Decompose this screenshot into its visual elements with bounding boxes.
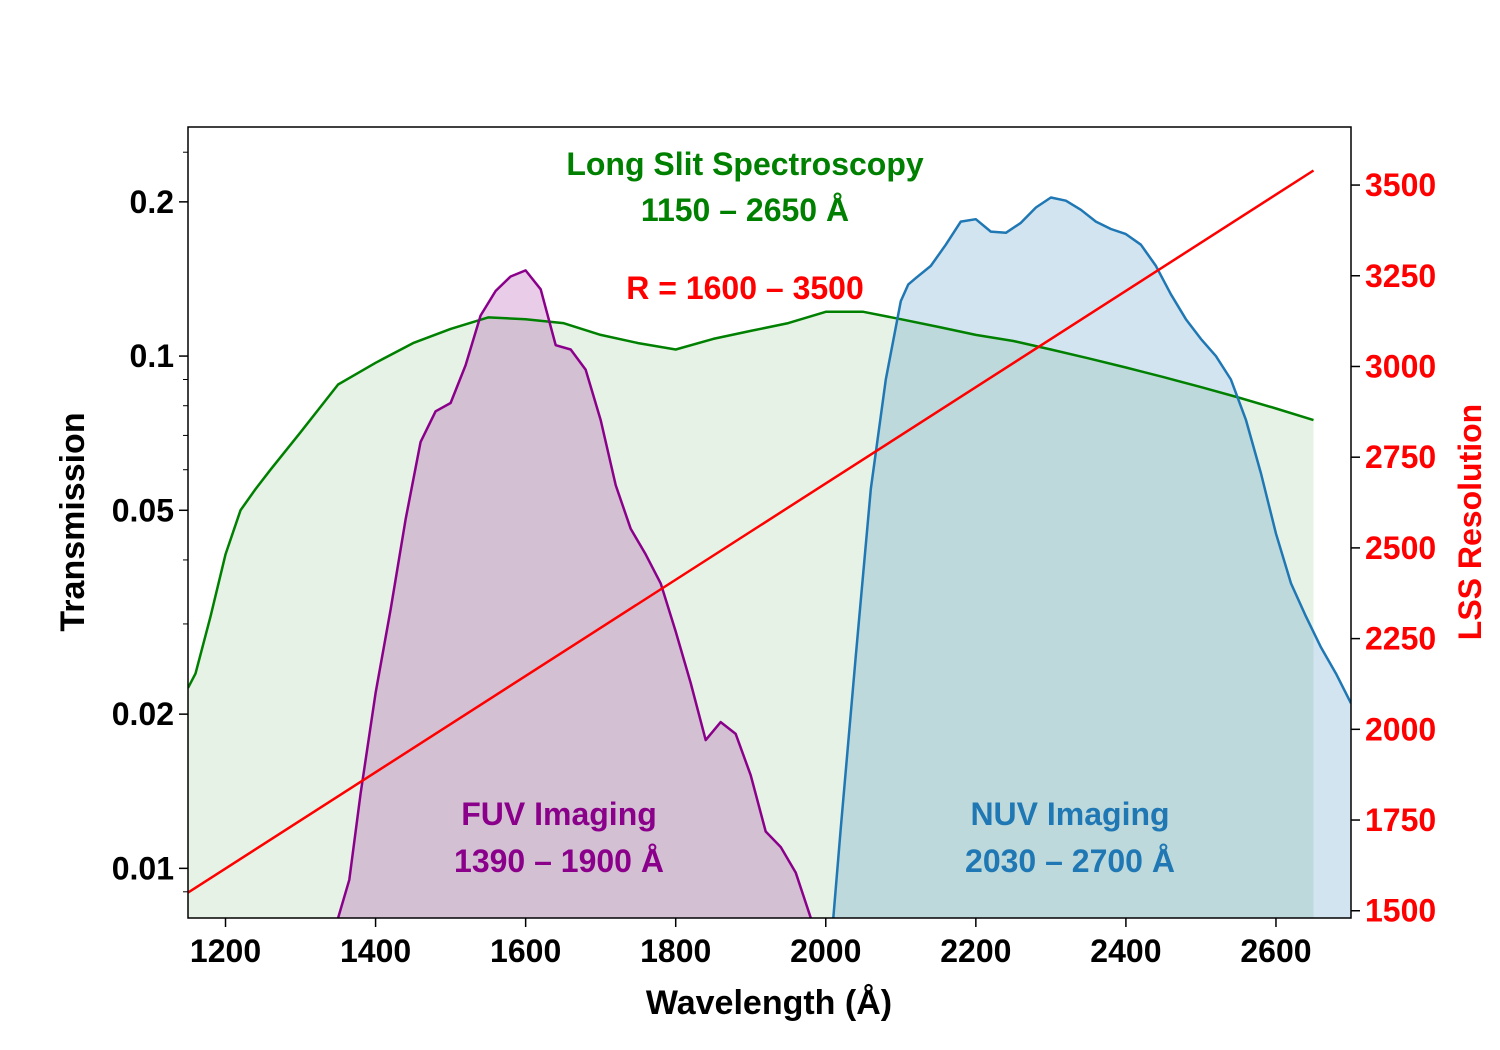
y-tick-label: 0.05	[112, 492, 174, 528]
x-tick-label: 2000	[790, 933, 861, 969]
lss-area	[188, 311, 1314, 918]
y-tick-label: 0.1	[130, 338, 174, 374]
y-tick-label: 0.2	[130, 184, 174, 220]
nuv-annotation-title: NUV Imaging	[970, 796, 1169, 832]
x-tick-label: 2200	[940, 933, 1011, 969]
nuv-area	[833, 197, 1351, 918]
resolution-annotation: R = 1600 – 3500	[626, 270, 864, 306]
lss-annotation-title: Long Slit Spectroscopy	[566, 146, 924, 182]
y2-tick-label: 1500	[1365, 893, 1436, 929]
y2-tick-label: 2000	[1365, 711, 1436, 747]
x-axis-label: Wavelength (Å)	[646, 984, 892, 1022]
nuv-line	[832, 196, 1351, 918]
x-tick-label: 1400	[340, 933, 411, 969]
fuv-annotation-range: 1390 – 1900 Å	[454, 843, 664, 879]
y2-tick-label: 3500	[1365, 167, 1436, 203]
filled-areas	[188, 197, 1351, 918]
fuv-line	[336, 269, 812, 918]
lss-annotation-range: 1150 – 2650 Å	[641, 192, 849, 228]
plot-frame	[187, 126, 1352, 919]
y2-tick-label: 2500	[1365, 530, 1436, 566]
series-lines	[188, 169, 1351, 918]
x-axis-ticks: 1200 1400 1600 1800 2000 2200 2400 2600	[190, 918, 1312, 969]
fuv-annotation-title: FUV Imaging	[461, 796, 657, 832]
y2-tick-label: 1750	[1365, 802, 1436, 838]
y-axis-ticks: 0.01 0.02 0.05 0.1 0.2	[112, 151, 188, 893]
x-tick-label: 1600	[490, 933, 561, 969]
y2-tick-label: 3000	[1365, 348, 1436, 384]
y-axis-label: Transmission	[54, 412, 92, 631]
y2-axis-ticks: 1500 1750 2000 2250 2500 2750 3000 3250 3500	[1351, 167, 1436, 929]
fuv-area	[338, 270, 811, 918]
y2-tick-label: 2750	[1365, 439, 1436, 475]
y-tick-label: 0.01	[112, 850, 174, 886]
x-tick-label: 2400	[1090, 933, 1161, 969]
x-tick-label: 1800	[640, 933, 711, 969]
x-tick-label: 2600	[1240, 933, 1311, 969]
x-tick-label: 1200	[190, 933, 261, 969]
y2-tick-label: 3250	[1365, 258, 1436, 294]
resolution-line	[188, 169, 1315, 894]
y2-axis-label: LSS Resolution	[1452, 404, 1488, 640]
y-tick-label: 0.02	[112, 696, 174, 732]
y2-tick-label: 2250	[1365, 621, 1436, 657]
nuv-annotation-range: 2030 – 2700 Å	[965, 843, 1175, 879]
lss-line	[188, 310, 1314, 689]
